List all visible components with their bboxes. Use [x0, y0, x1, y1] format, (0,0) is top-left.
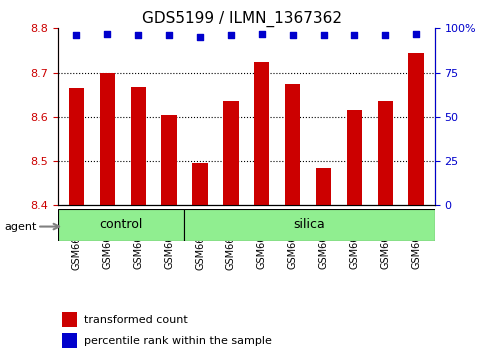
Text: silica: silica: [293, 218, 325, 231]
Bar: [130, 87, 146, 205]
Point: [382, 33, 389, 38]
Bar: [62, 333, 77, 348]
Point: [227, 33, 235, 38]
FancyBboxPatch shape: [58, 209, 184, 241]
Point: [258, 31, 266, 36]
Text: percentile rank within the sample: percentile rank within the sample: [85, 336, 272, 346]
Point: [165, 33, 173, 38]
Point: [289, 33, 297, 38]
Point: [103, 31, 111, 36]
Point: [72, 33, 80, 38]
Bar: [254, 62, 270, 205]
Bar: [347, 110, 362, 205]
Text: control: control: [99, 218, 142, 231]
Bar: [316, 168, 331, 205]
Point: [412, 31, 420, 36]
Bar: [223, 101, 239, 205]
Bar: [99, 73, 115, 205]
Text: agent: agent: [5, 222, 37, 232]
Text: GDS5199 / ILMN_1367362: GDS5199 / ILMN_1367362: [142, 11, 341, 27]
Point: [134, 33, 142, 38]
Bar: [69, 88, 84, 205]
Bar: [378, 101, 393, 205]
Text: transformed count: transformed count: [85, 315, 188, 325]
FancyBboxPatch shape: [184, 209, 435, 241]
Bar: [62, 312, 77, 327]
Point: [196, 34, 204, 40]
Point: [320, 33, 327, 38]
Point: [351, 33, 358, 38]
Bar: [192, 163, 208, 205]
Bar: [409, 53, 424, 205]
Bar: [161, 115, 177, 205]
Bar: [285, 84, 300, 205]
